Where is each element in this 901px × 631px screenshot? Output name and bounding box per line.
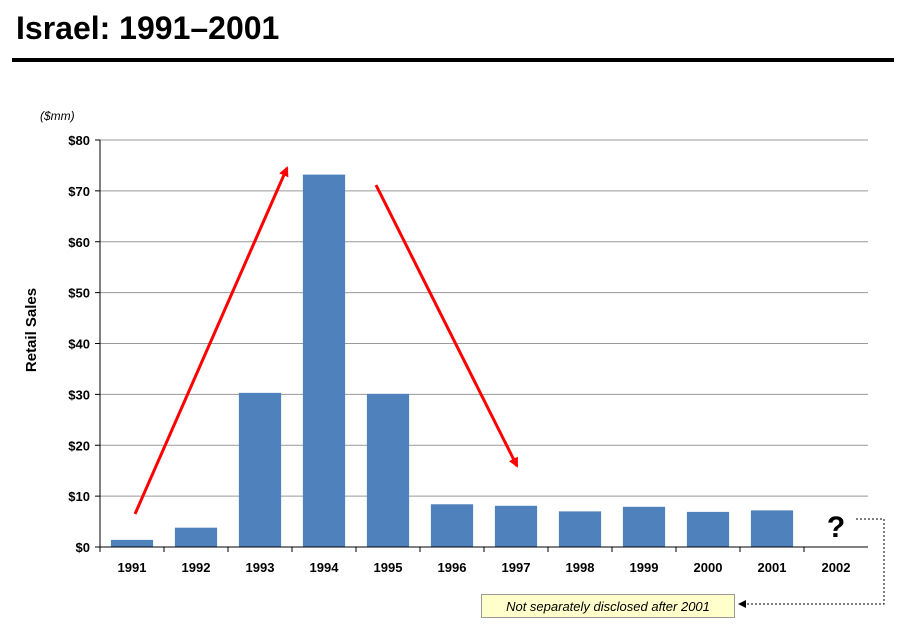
y-tick-label: $80	[68, 133, 90, 148]
x-tick-label: 2002	[822, 560, 851, 575]
annotation-note: Not separately disclosed after 2001	[481, 594, 735, 618]
bar-2001	[750, 510, 794, 547]
bar-1999	[622, 506, 666, 547]
bar-2000	[686, 511, 730, 547]
x-tick-label: 1999	[630, 560, 659, 575]
x-tick-label: 1998	[566, 560, 595, 575]
y-tick-label: $70	[68, 184, 90, 199]
x-tick-label: 1995	[374, 560, 403, 575]
y-tick-label: $50	[68, 286, 90, 301]
bar-1992	[174, 527, 218, 547]
trend-arrow-up	[133, 166, 289, 515]
x-tick-label: 1991	[118, 560, 147, 575]
bar-1996	[430, 504, 474, 547]
unit-label: ($mm)	[40, 109, 75, 123]
x-tick-label: 2001	[758, 560, 787, 575]
y-tick-label: $40	[68, 337, 90, 352]
title-divider	[12, 58, 894, 62]
trend-arrow-down	[374, 184, 519, 468]
bar-1997	[494, 505, 538, 547]
gridlines	[100, 139, 868, 497]
y-tick-label: $60	[68, 235, 90, 250]
y-axis-label: Retail Sales	[23, 288, 40, 372]
y-tick-label: $20	[68, 438, 90, 453]
x-tick-label: 1993	[246, 560, 275, 575]
bar-1995	[366, 393, 410, 547]
page-title: Israel: 1991–2001	[16, 10, 280, 46]
unknown-value-marker: ?	[827, 511, 845, 544]
x-tick-labels: 1991 1992 1993 1994 1995 1996 1997 1998 1999 2000…	[99, 547, 851, 575]
y-tick-label: $30	[68, 387, 90, 402]
y-tick-label: $10	[68, 489, 90, 504]
bar-1993	[238, 392, 282, 547]
annotation-connector	[738, 518, 885, 608]
y-tick-labels: $0 $10 $20 $30 $40 $50 $60 $70 $80	[68, 133, 100, 555]
x-tick-label: 1994	[310, 560, 340, 575]
x-tick-label: 2000	[694, 560, 723, 575]
bar-1991	[110, 539, 154, 547]
x-tick-label: 1992	[182, 560, 211, 575]
bar-1998	[558, 511, 602, 547]
y-tick-label: $0	[76, 540, 90, 555]
bars	[110, 174, 794, 547]
bar-1994	[302, 174, 346, 547]
x-tick-label: 1997	[502, 560, 531, 575]
x-tick-label: 1996	[438, 560, 467, 575]
